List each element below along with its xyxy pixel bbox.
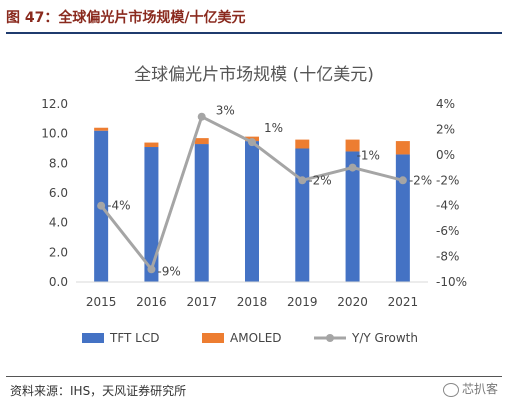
y2-tick-label: 0% [436,148,455,162]
x-tick-label: 2019 [287,295,318,309]
watermark-label: 芯扒客 [461,382,498,396]
chart-title: 全球偏光片市场规模 (十亿美元) [134,65,374,85]
legend-swatch-yoy-marker [326,334,334,342]
legend: TFT LCD AMOLED Y/Y Growth [82,331,418,345]
bar-tft-lcd [395,154,410,282]
y-tick-label: 10.0 [41,127,68,141]
x-tick-label: 2016 [136,295,167,309]
legend-label-yoy: Y/Y Growth [351,331,418,345]
bar-amoled [345,139,360,152]
yoy-point [298,176,307,185]
yoy-point [398,176,407,185]
bar-amoled [194,138,209,145]
legend-label-tft-lcd: TFT LCD [109,331,159,345]
y2-tick-label: -8% [436,250,459,264]
y-tick-label: 6.0 [49,186,68,200]
yoy-line-group: -4% -9% 3% 1% -2% -1% -2% [97,104,432,278]
x-tick-label: 2020 [337,295,368,309]
yoy-point [97,201,106,210]
yoy-data-label: -2% [308,173,331,187]
yoy-data-label: -1% [357,149,380,163]
y-tick-label: 0.0 [49,275,68,289]
yoy-point [348,163,357,172]
yoy-data-label: -4% [107,199,130,213]
figure-caption: 图 47：全球偏光片市场规模/十亿美元 [6,6,502,34]
yoy-data-label: -9% [157,264,180,278]
yoy-point [147,265,156,274]
footer-divider [6,376,502,377]
yoy-data-label: 3% [216,104,235,118]
legend-label-amoled: AMOLED [230,331,282,345]
y2-tick-label: 2% [436,122,455,136]
x-tick-label: 2015 [86,295,117,309]
bars-group [94,127,410,282]
source-note: 资料来源：IHS，天风证券研究所 [10,384,187,398]
yoy-point [197,112,206,121]
bar-amoled [94,127,109,131]
y-tick-label: 12.0 [41,97,68,111]
x-tick-label: 2017 [186,295,217,309]
y-tick-label: 8.0 [49,156,68,170]
y2-tick-label: -10% [436,275,467,289]
legend-swatch-amoled [202,333,224,343]
bar-tft-lcd [194,144,209,282]
bar-amoled [295,139,310,149]
bar-amoled [144,142,159,148]
yoy-data-label: -2% [409,173,432,187]
bar-tft-lcd [295,148,310,282]
y-tick-label: 2.0 [49,245,68,259]
bar-tft-lcd [245,141,259,282]
yoy-point [248,138,256,147]
right-axis-ticks: 4% 2% 0% -2% -4% -6% -8% -10% [436,97,467,289]
watermark: 芯扒客 [442,380,498,397]
wechat-icon [442,382,459,397]
market-size-chart: 全球偏光片市场规模 (十亿美元) 12.0 10.0 8.0 6.0 4.0 2.0 0.0… [41,65,467,345]
bar-amoled [395,141,410,155]
y2-tick-label: -6% [436,224,459,238]
legend-swatch-tft-lcd [82,333,104,343]
left-axis-ticks: 12.0 10.0 8.0 6.0 4.0 2.0 0.0 [41,97,68,289]
y2-tick-label: -4% [436,199,459,213]
y2-tick-label: 4% [436,97,455,111]
yoy-data-label: 1% [264,121,283,135]
y2-tick-label: -2% [436,173,459,187]
bar-tft-lcd [345,151,360,282]
y-tick-label: 4.0 [49,216,68,230]
x-axis-labels: 2015 2016 2017 2018 2019 2020 2021 [86,295,418,309]
bar-tft-lcd [144,147,159,282]
x-tick-label: 2021 [388,295,419,309]
x-tick-label: 2018 [237,295,268,309]
